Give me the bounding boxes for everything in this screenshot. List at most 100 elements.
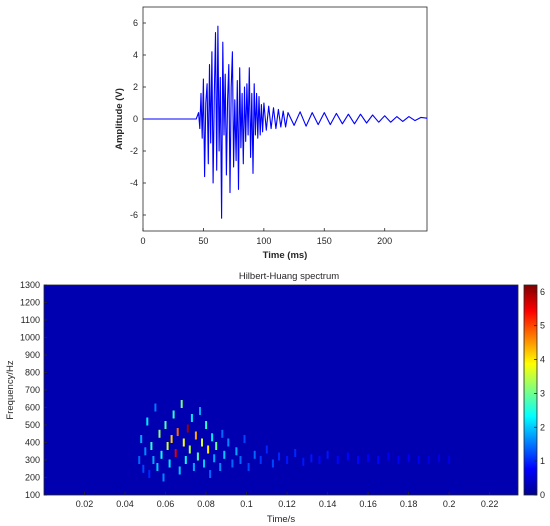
spectrum-x-tick-label: 0.04 — [116, 499, 134, 509]
spectrum-x-label: Time/s — [267, 514, 295, 525]
spectrum-cell — [253, 450, 256, 459]
spectrum-cell — [346, 452, 349, 461]
spectrum-cell — [194, 431, 197, 440]
spectrum-cell — [144, 447, 147, 456]
spectrum-cell — [417, 456, 420, 464]
spectrum-cell — [247, 463, 250, 471]
spectrum-cell — [192, 463, 195, 471]
spectrum-cell — [196, 452, 199, 461]
spectrum-y-tick-label: 500 — [25, 420, 40, 430]
spectrum-cell — [377, 456, 380, 464]
spectrum-y-tick-label: 200 — [25, 473, 40, 483]
spectrum-cell — [357, 456, 359, 464]
colorbar-tick-label: 2 — [540, 422, 545, 432]
spectrum-y-tick-label: 1300 — [20, 280, 40, 290]
spectrum-cell — [310, 454, 313, 463]
waveform-y-tick-label: -6 — [130, 210, 138, 220]
spectrum-cell — [162, 473, 165, 482]
spectrum-cell — [221, 429, 224, 438]
spectrum-cell — [207, 445, 210, 454]
waveform-x-tick-label: 100 — [256, 236, 271, 246]
spectrum-cell — [271, 459, 274, 468]
spectrum-y-tick-label: 400 — [25, 438, 40, 448]
spectrum-cell — [156, 463, 159, 471]
spectrum-cell — [227, 438, 230, 447]
spectrum-cell — [223, 450, 226, 459]
spectrum-x-tick-label: 0.12 — [278, 499, 296, 509]
spectrum-x-tick-label: 0.14 — [319, 499, 337, 509]
spectrum-cell — [186, 424, 189, 433]
spectrum-cell — [336, 456, 339, 464]
waveform-y-label: Amplitude (V) — [114, 88, 125, 150]
spectrum-cell — [168, 459, 171, 468]
colorbar — [523, 284, 538, 496]
waveform-x-ticks: 0 50 100 150 200 — [140, 228, 392, 246]
spectrum-cell — [286, 456, 289, 464]
spectrum-cell — [407, 454, 410, 463]
spectrum-cell — [302, 457, 305, 466]
spectrum-x-tick-label: 0.2 — [443, 499, 456, 509]
spectrum-cell — [211, 433, 214, 442]
spectrum-y-tick-label: 100 — [25, 490, 40, 500]
spectrum-cell — [160, 450, 163, 459]
waveform-series-group — [143, 25, 428, 219]
spectrum-y-tick-label: 1100 — [21, 315, 40, 325]
spectrum-cell — [294, 449, 297, 457]
spectrum-cell — [219, 463, 222, 471]
spectrum-cell — [146, 417, 149, 426]
waveform-y-tick-label: 4 — [133, 50, 138, 60]
spectrum-title: Hilbert-Huang spectrum — [239, 271, 339, 282]
spectrum-y-tick-label: 900 — [25, 350, 40, 360]
spectrum-cell — [397, 456, 400, 464]
spectrum-cell — [180, 400, 183, 408]
spectrum-cell — [176, 428, 179, 436]
spectrum-cell — [243, 435, 246, 443]
spectrum-cell — [231, 459, 234, 468]
waveform-y-tick-label: 6 — [133, 18, 138, 28]
spectrum-x-tick-label: 0.1 — [240, 499, 253, 509]
spectrum-cell — [318, 456, 321, 464]
spectrum-cell — [172, 410, 175, 419]
spectrum-x-tick-label: 0.08 — [197, 499, 215, 509]
waveform-y-tick-label: 0 — [133, 114, 138, 124]
spectrum-cell — [438, 454, 440, 463]
spectrum-cell — [235, 447, 238, 456]
colorbar-tick-label: 4 — [540, 355, 545, 365]
spectrum-cell — [201, 438, 203, 447]
spectrum-cell — [178, 466, 181, 475]
spectrum-y-tick-label: 300 — [25, 455, 40, 465]
spectrum-cell — [184, 456, 187, 464]
waveform-x-tick-label: 0 — [140, 236, 145, 246]
spectrum-cell — [148, 470, 151, 478]
spectrum-cell — [150, 442, 153, 450]
spectrum-y-tick-label: 800 — [25, 368, 40, 378]
spectrum-cell — [170, 435, 173, 443]
spectrum-cell — [239, 456, 242, 464]
spectrum-x-tick-label: 0.22 — [481, 499, 499, 509]
spectrum-cell — [215, 442, 218, 450]
waveform-y-tick-label: 2 — [133, 82, 138, 92]
waveform-y-tick-label: -2 — [130, 146, 138, 156]
spectrum-cell — [166, 442, 169, 450]
colorbar-tick-label: 6 — [540, 287, 545, 297]
spectrum-cell — [448, 456, 451, 464]
spectrum-cell — [182, 438, 185, 447]
spectrum-y-tick-label: 700 — [25, 385, 40, 395]
spectrum-plot-area — [43, 284, 519, 496]
waveform-x-label: Time (ms) — [263, 250, 308, 261]
colorbar-tick-label: 5 — [540, 321, 545, 331]
waveform-y-ticks: -6 -4 -2 0 2 4 6 — [130, 18, 146, 220]
waveform-x-tick-label: 50 — [198, 236, 208, 246]
spectrum-cell — [427, 456, 430, 464]
spectrum-cells-group — [138, 400, 451, 482]
spectrum-cell — [387, 452, 390, 461]
spectrum-y-ticks: 100 200 300 400 500 600 700 800 900 1000 1100 1200 1… — [20, 280, 47, 500]
spectrum-y-tick-label: 1200 — [20, 298, 40, 308]
waveform-chart: 0 50 100 150 200 -6 -4 -2 0 2 4 6 Time (ms) Amplit… — [114, 6, 428, 261]
spectrum-cell — [278, 452, 280, 461]
spectrum-cell — [152, 456, 155, 464]
colorbar-tick-label: 3 — [540, 388, 545, 398]
waveform-series-line — [143, 25, 428, 219]
spectrum-cell — [209, 470, 212, 478]
